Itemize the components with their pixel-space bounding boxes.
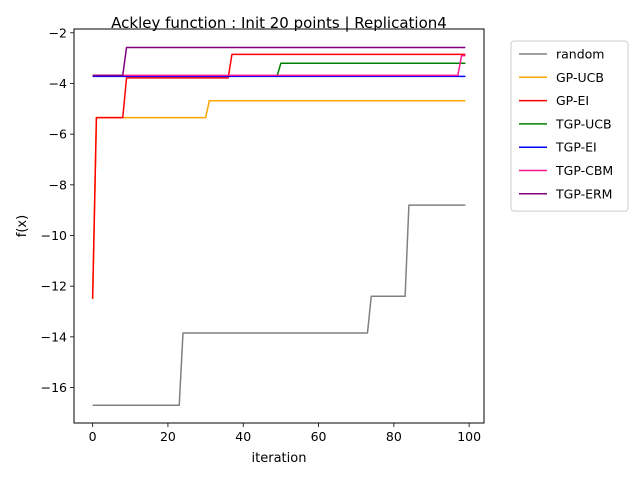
x-tick-label: 80 xyxy=(386,429,402,444)
legend: random GP-UCB GP-EI TGP-UCB TGP-EI TGP-CBM TGP… xyxy=(510,40,629,212)
plot-frame xyxy=(73,28,485,424)
x-tick-label: 100 xyxy=(457,429,481,444)
x-axis: 0 20 40 60 80 100 xyxy=(89,423,481,444)
legend-label: random xyxy=(556,47,604,62)
y-tick-label: −16 xyxy=(41,380,67,395)
chart-title: Ackley function : Init 20 points | Repli… xyxy=(111,14,447,32)
y-tick-label: −8 xyxy=(49,177,67,192)
y-tick-label: −2 xyxy=(49,25,67,40)
series-line-5 xyxy=(92,54,466,77)
x-tick-label: 40 xyxy=(235,429,251,444)
series-line-2 xyxy=(91,53,466,299)
legend-label: TGP-UCB xyxy=(555,116,612,131)
legend-label: TGP-EI xyxy=(555,140,597,155)
legend-label: GP-EI xyxy=(556,93,589,108)
legend-label: GP-UCB xyxy=(556,70,604,85)
y-axis-label: f(x) xyxy=(15,215,30,237)
series-line-0 xyxy=(92,204,466,407)
series-line-6 xyxy=(92,46,466,77)
x-tick-label: 20 xyxy=(160,429,176,444)
x-tick-label: 60 xyxy=(311,429,327,444)
y-tick-label: −6 xyxy=(49,127,67,142)
x-axis-label: iteration xyxy=(252,451,307,466)
legend-frame xyxy=(510,40,629,212)
legend-label: TGP-CBM xyxy=(555,163,613,178)
y-tick-label: −14 xyxy=(41,329,67,344)
series-lines xyxy=(91,46,466,407)
y-tick-label: −4 xyxy=(49,76,67,91)
x-tick-label: 0 xyxy=(89,429,97,444)
legend-label: TGP-ERM xyxy=(555,186,612,201)
y-tick-label: −12 xyxy=(41,279,67,294)
y-tick-label: −10 xyxy=(41,228,67,243)
y-axis: −16 −14 −12 −10 −8 −6 −4 −2 xyxy=(41,25,74,395)
